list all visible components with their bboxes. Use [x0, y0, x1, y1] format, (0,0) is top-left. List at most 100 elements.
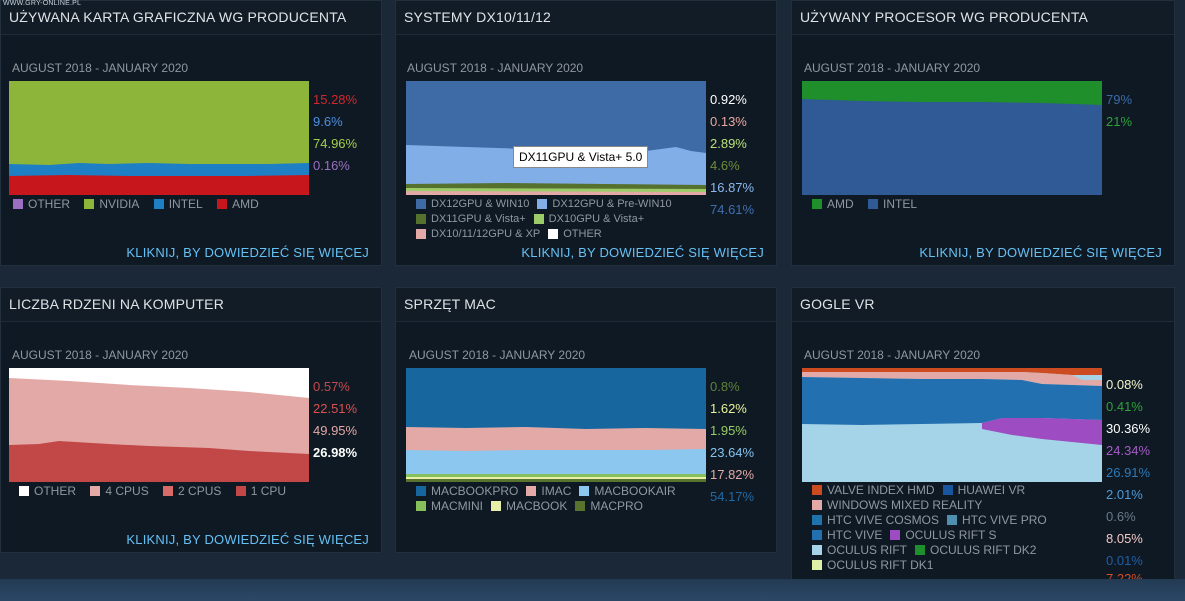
legend-item-valve-index: VALVE INDEX HMD [812, 483, 935, 497]
htc-vive-area [802, 377, 1102, 425]
legend-item-dx-xp: DX10/11/12GPU & XP [416, 227, 540, 241]
learn-more-link[interactable]: KLIKNIJ, BY DOWIEDZIEĆ SIĘ WIĘCEJ [126, 245, 369, 260]
area-chart [802, 81, 1102, 195]
pct-value: 79% [1106, 92, 1133, 107]
area-chart [406, 368, 706, 482]
pct-value: 0.16% [313, 158, 350, 173]
date-range: AUGUST 2018 - JANUARY 2020 [804, 348, 981, 362]
pct-value: 17.82% [710, 467, 755, 482]
panel-title: UŻYWANA KARTA GRAFICZNA WG PRODUCENTA [1, 1, 381, 35]
page-footer-band [0, 579, 1185, 601]
pct-value: 49.95% [313, 423, 358, 438]
pct-value: 4.6% [710, 158, 740, 173]
panel-title: SYSTEMY DX10/11/12 [396, 1, 776, 35]
date-range: AUGUST 2018 - JANUARY 2020 [409, 348, 586, 362]
legend-item-macmini: MACMINI [416, 499, 483, 513]
legend-item-intel: INTEL [868, 197, 917, 211]
panel-gpu-vendor: UŻYWANA KARTA GRAFICZNA WG PRODUCENTA AU… [0, 0, 382, 266]
pct-value: 24.34% [1106, 443, 1151, 458]
pct-value: 8.05% [1106, 531, 1143, 546]
legend-item-macbookair: MACBOOKAIR [579, 484, 676, 498]
pct-value: 23.64% [710, 445, 755, 460]
legend-item-nvidia: NVIDIA [84, 197, 139, 211]
pct-value: 16.87% [710, 180, 755, 195]
legend-item-dx12-prewin10: DX12GPU & Pre-WIN10 [537, 197, 672, 211]
macpro-area [406, 479, 706, 482]
date-range: AUGUST 2018 - JANUARY 2020 [12, 61, 189, 75]
legend-item-oculus-rift-dk1: OCULUS RIFT DK1 [812, 558, 933, 572]
pct-value: 21% [1106, 114, 1133, 129]
legend-item-intel: INTEL [153, 197, 203, 211]
panel-title: GOGLE VR [792, 288, 1174, 322]
amd-area [9, 175, 309, 195]
legend-item-macbookpro: MACBOOKPRO [416, 484, 518, 498]
learn-more-link[interactable]: KLIKNIJ, BY DOWIEDZIEĆ SIĘ WIĘCEJ [521, 245, 764, 260]
area-chart [406, 81, 706, 195]
panel-cpu-cores: LICZBA RDZENI NA KOMPUTER AUGUST 2018 - … [0, 287, 382, 553]
pct-value: 0.08% [1106, 377, 1143, 392]
pct-value: 30.36% [1106, 421, 1151, 436]
pct-value: 2.89% [710, 136, 747, 151]
legend-item-4cpus: 4 CPUS [90, 484, 149, 498]
chart-legend: DX12GPU & WIN10 DX12GPU & Pre-WIN10 DX11G… [416, 197, 716, 242]
legend-item-huawei-vr: HUAWEI VR [942, 483, 1025, 497]
chart-legend: VALVE INDEX HMD HUAWEI VR WINDOWS MIXED R… [812, 483, 1112, 573]
legend-item-htc-vive-pro: HTC VIVE PRO [947, 513, 1047, 527]
pct-value: 0.6% [1106, 509, 1136, 524]
legend-item-2cpus: 2 CPUS [163, 484, 221, 498]
macbookair-area [406, 449, 706, 482]
legend-item-amd: AMD [812, 197, 854, 211]
legend-item-oculus-rift: OCULUS RIFT [812, 543, 907, 557]
legend-item-other: OTHER [548, 227, 602, 241]
legend-item-other: OTHER [13, 197, 70, 211]
area-chart [9, 368, 309, 482]
panel-mac-hardware: SPRZĘT MAC AUGUST 2018 - JANUARY 2020 0.… [395, 287, 777, 553]
pct-value: 0.57% [313, 379, 350, 394]
date-range: AUGUST 2018 - JANUARY 2020 [804, 61, 981, 75]
panel-vr-headsets: GOGLE VR AUGUST 2018 - JANUARY 2020 0.08… [791, 287, 1175, 587]
legend-item-imac: IMAC [526, 484, 571, 498]
pct-value: 0.92% [710, 92, 747, 107]
pct-value: 54.17% [710, 489, 755, 504]
legend-item-oculus-rift-s: OCULUS RIFT S [890, 528, 996, 542]
2cpus-area [9, 441, 309, 482]
panel-title: LICZBA RDZENI NA KOMPUTER [1, 288, 381, 322]
amd-area [802, 81, 1102, 105]
date-range: AUGUST 2018 - JANUARY 2020 [407, 61, 584, 75]
area-chart [802, 368, 1102, 482]
chart-legend: AMD INTEL [812, 197, 1112, 212]
legend-item-macpro: MACPRO [575, 499, 643, 513]
pct-value: 0.8% [710, 379, 740, 394]
panel-title: SPRZĘT MAC [396, 288, 776, 322]
pct-value: 22.51% [313, 401, 358, 416]
date-range: AUGUST 2018 - JANUARY 2020 [12, 348, 189, 362]
legend-item-amd: AMD [217, 197, 259, 211]
legend-item-htc-vive-cosmos: HTC VIVE COSMOS [812, 513, 939, 527]
panel-directx: SYSTEMY DX10/11/12 AUGUST 2018 - JANUARY… [395, 0, 777, 266]
pct-value: 26.98% [313, 445, 358, 460]
pct-value: 0.01% [1106, 553, 1143, 568]
pct-value: 1.95% [710, 423, 747, 438]
pct-value: 26.91% [1106, 465, 1151, 480]
legend-item-1cpu: 1 CPU [235, 484, 286, 498]
pct-value: 1.62% [710, 401, 747, 416]
panel-cpu-vendor: UŻYWANY PROCESOR WG PRODUCENTA AUGUST 20… [791, 0, 1175, 266]
chart-legend: OTHER NVIDIA INTEL AMD [13, 197, 313, 212]
dx-xp-area [406, 191, 706, 195]
learn-more-link[interactable]: KLIKNIJ, BY DOWIEDZIEĆ SIĘ WIĘCEJ [126, 532, 369, 547]
pct-value: 2.01% [1106, 487, 1143, 502]
pct-value: 15.28% [313, 92, 358, 107]
legend-item-htc-vive: HTC VIVE [812, 528, 882, 542]
legend-item-other: OTHER [19, 484, 76, 498]
learn-more-link[interactable]: KLIKNIJ, BY DOWIEDZIEĆ SIĘ WIĘCEJ [919, 245, 1162, 260]
legend-item-dx12-win10: DX12GPU & WIN10 [416, 197, 529, 211]
legend-item-dx11-vista: DX11GPU & Vista+ [416, 212, 526, 226]
chart-legend: MACBOOKPRO IMAC MACBOOKAIR MACMINI MACBOOK M… [416, 484, 716, 514]
legend-item-wmr: WINDOWS MIXED REALITY [812, 498, 982, 512]
oculus-rift-s-area [982, 418, 1102, 445]
legend-item-dx10-vista: DX10GPU & Vista+ [533, 212, 644, 226]
legend-item-oculus-rift-dk2: OCULUS RIFT DK2 [915, 543, 1036, 557]
watermark: WWW.GRY-ONLINE.PL [3, 0, 82, 7]
pct-value: 9.6% [313, 114, 343, 129]
chart-tooltip: DX11GPU & Vista+ 5.0 [513, 146, 649, 168]
